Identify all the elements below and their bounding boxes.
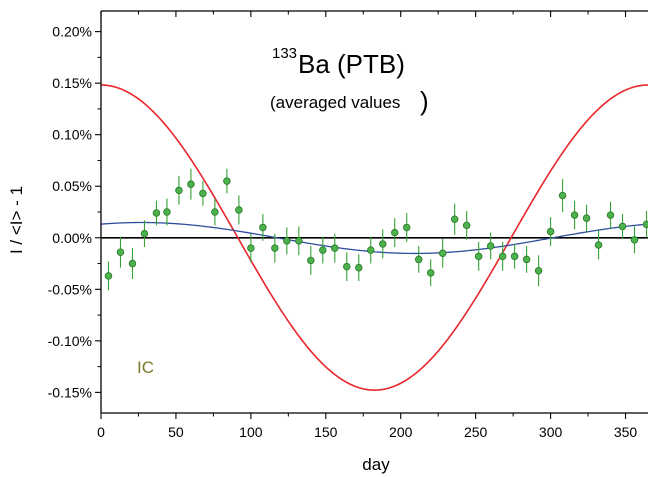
chart-subtitle: (averaged values <box>270 93 400 112</box>
data-point <box>175 186 183 195</box>
y-tick-label: 0.15% <box>52 75 92 91</box>
data-point <box>163 208 171 216</box>
data-point <box>116 248 125 256</box>
data-point <box>474 252 483 261</box>
data-point <box>522 255 531 264</box>
chart-title-superscript: 133 <box>272 45 297 62</box>
data-point <box>331 244 339 252</box>
data-point <box>570 211 579 219</box>
data-point <box>378 240 387 248</box>
data-point <box>128 259 137 268</box>
data-point <box>402 223 411 232</box>
data-point <box>259 223 267 232</box>
data-point <box>486 242 495 250</box>
x-axis-title: day <box>362 455 390 474</box>
x-tick-label: 350 <box>614 424 638 440</box>
data-point <box>534 267 543 275</box>
y-tick-label: 0.10% <box>52 127 92 143</box>
data-point <box>187 180 195 188</box>
y-tick-label: 0.05% <box>52 178 92 194</box>
data-point <box>319 246 327 254</box>
data-point <box>558 191 567 200</box>
data-point <box>367 246 375 254</box>
y-tick-label: -0.05% <box>48 281 92 297</box>
data-point <box>414 255 423 264</box>
y-tick-label: 0.20% <box>52 24 92 40</box>
x-tick-label: 0 <box>97 424 105 440</box>
data-point <box>510 252 519 261</box>
data-point <box>211 208 219 216</box>
data-point <box>642 220 648 229</box>
data-point <box>450 215 459 223</box>
data-point <box>199 189 207 198</box>
data-point <box>343 262 351 271</box>
data-point <box>606 211 615 219</box>
y-axis-title: I / <I> - 1 <box>7 186 26 254</box>
data-point <box>140 229 149 238</box>
x-tick-label: 300 <box>539 424 563 440</box>
chart-subtitle-paren: ) <box>420 86 429 116</box>
data-point <box>498 252 507 261</box>
data-point <box>630 236 639 244</box>
chart-title: Ba (PTB) <box>298 49 405 79</box>
data-point <box>582 214 591 222</box>
axes-group: 0 50 100 150 200 250 300 350 -0.15% -0.10% -0.05% 0… <box>48 10 648 440</box>
data-point <box>152 209 161 217</box>
data-point <box>618 222 627 231</box>
plot-marks <box>100 84 648 391</box>
x-tick-label: 250 <box>464 424 488 440</box>
data-point <box>355 263 363 272</box>
blue-cosine-curve <box>100 221 648 255</box>
x-tick-label: 200 <box>389 424 413 440</box>
data-point <box>235 206 243 214</box>
data-point <box>390 228 399 237</box>
annotation-label: IC <box>137 358 154 377</box>
data-point <box>426 269 435 277</box>
data-point <box>438 249 447 257</box>
x-tick-label: 100 <box>239 424 263 440</box>
data-point <box>104 272 113 280</box>
x-tick-label: 150 <box>314 424 338 440</box>
y-tick-label: -0.15% <box>48 384 92 400</box>
x-tick-label: 50 <box>168 424 184 440</box>
data-point <box>462 221 471 230</box>
data-point <box>295 237 303 245</box>
y-tick-label: -0.10% <box>48 333 92 349</box>
y-tick-label: 0.00% <box>52 230 92 246</box>
data-point <box>307 256 315 265</box>
data-point <box>223 177 231 185</box>
data-point <box>271 244 279 252</box>
red-cosine-curve <box>100 84 648 391</box>
data-point <box>546 227 555 236</box>
data-point <box>247 244 255 252</box>
data-point <box>283 237 291 245</box>
data-point <box>594 241 603 249</box>
